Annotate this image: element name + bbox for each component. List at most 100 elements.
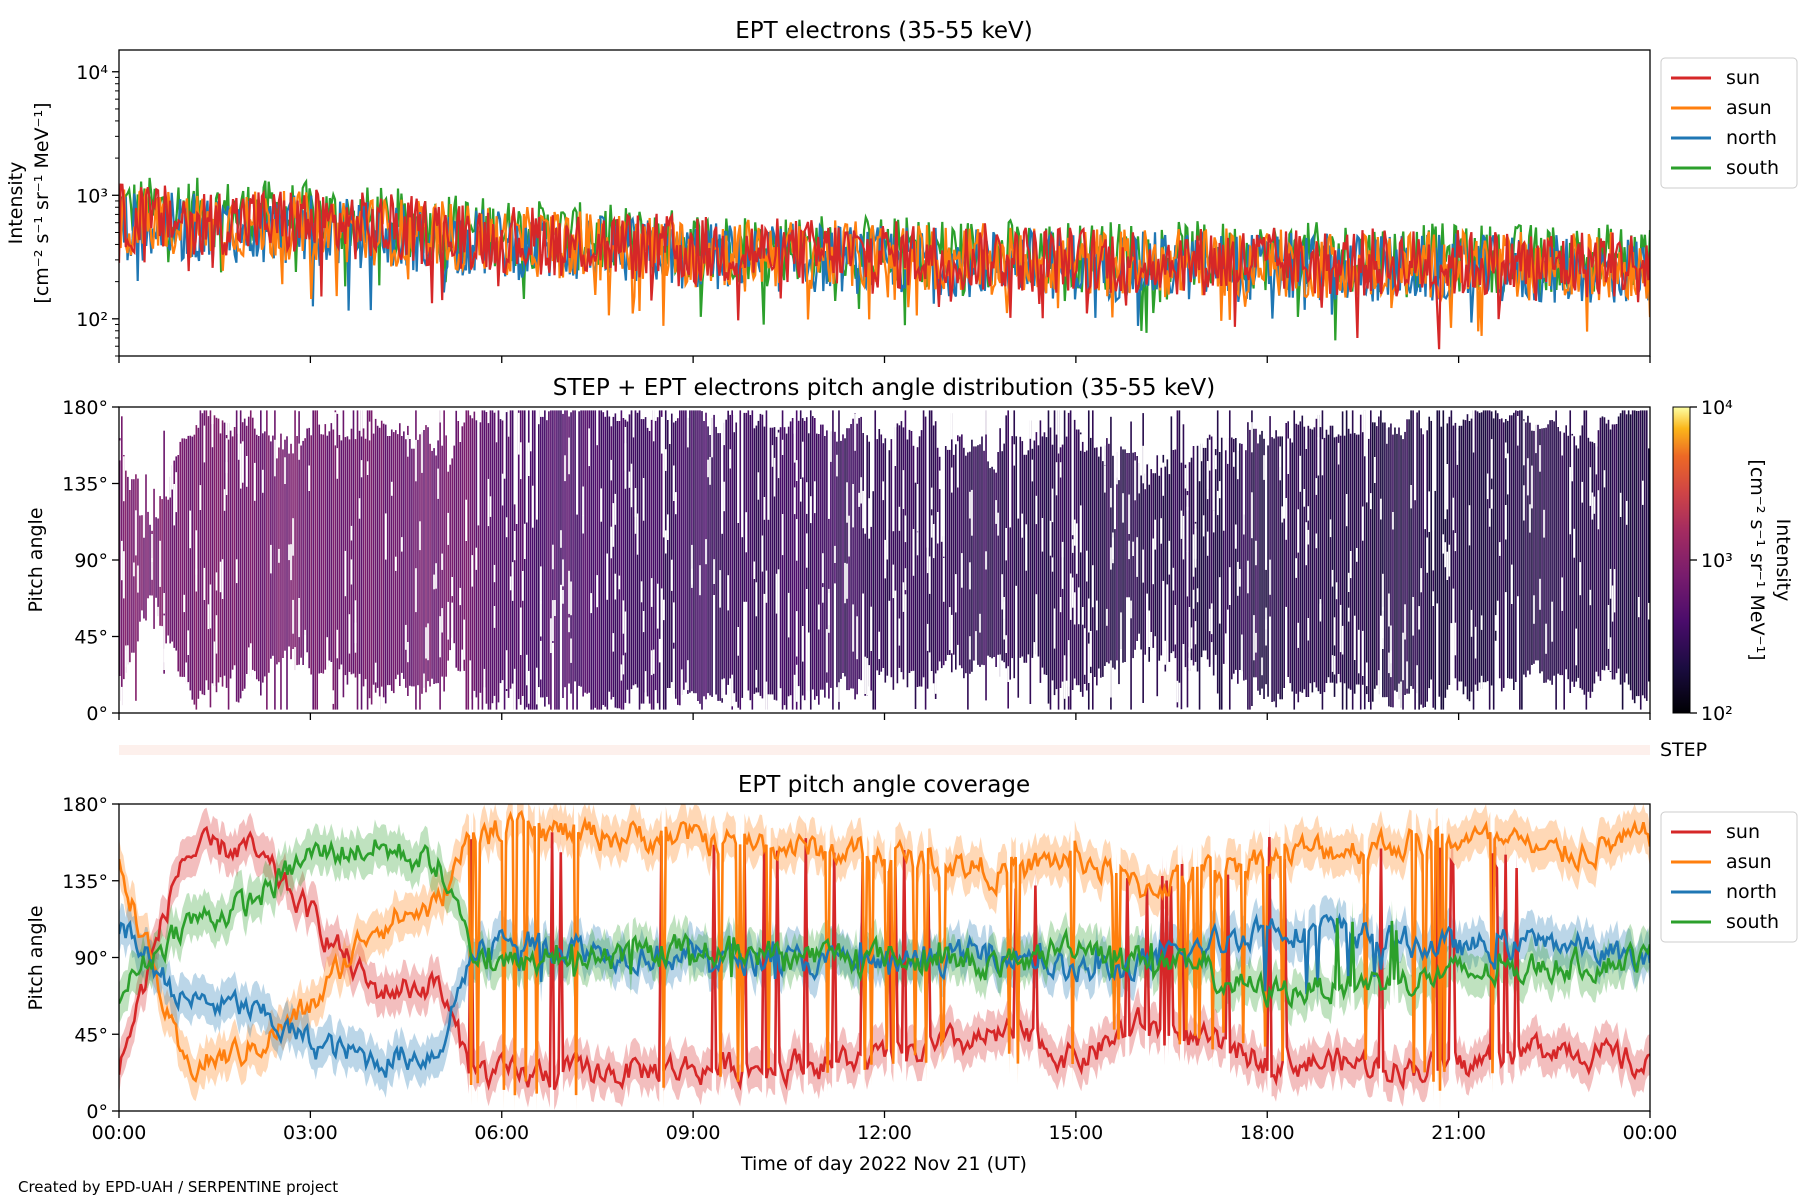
heatmap-gap: [278, 548, 280, 563]
heatmap-gap: [1247, 560, 1249, 594]
heatmap-gap: [936, 512, 939, 544]
heatmap-gap: [1498, 542, 1501, 556]
heatmap-gap: [1035, 495, 1038, 525]
heatmap-column: [330, 423, 333, 662]
heatmap-column: [993, 469, 995, 657]
heatmap-gap: [1287, 438, 1289, 474]
heatmap-gap: [1412, 597, 1414, 636]
heatmap-gap: [1315, 478, 1318, 495]
heatmap-column: [914, 482, 917, 709]
heatmap-column: [1041, 436, 1044, 668]
heatmap-column: [1212, 510, 1215, 676]
heatmap-column: [1444, 519, 1447, 698]
heatmap-gap: [159, 540, 161, 587]
heatmap-column: [1335, 436, 1338, 684]
heatmap-column: [1160, 467, 1163, 656]
heatmap-column: [1587, 437, 1590, 692]
heatmap-gap: [1388, 652, 1390, 674]
heatmap-column: [235, 410, 238, 702]
heatmap-gap: [447, 512, 449, 545]
heatmap-column: [157, 518, 159, 617]
heatmap-column: [294, 410, 296, 671]
heatmap-column: [1069, 410, 1072, 710]
heatmap-gap: [249, 643, 252, 687]
heatmap-gap: [570, 638, 572, 663]
heatmap-column: [1150, 469, 1153, 651]
heatmap-gap: [560, 530, 562, 548]
heatmap-column: [1418, 410, 1420, 710]
heatmap-gap: [552, 600, 554, 642]
heatmap-column: [1106, 438, 1108, 663]
heatmap-gap: [1110, 547, 1112, 570]
heatmap-gap: [564, 455, 566, 482]
heatmap-gap: [336, 448, 339, 479]
heatmap-column: [775, 436, 778, 701]
heatmap-column: [1184, 464, 1187, 668]
heatmap-gap: [664, 530, 667, 554]
heatmap-column: [1641, 410, 1644, 696]
heatmap-column: [1259, 434, 1261, 695]
heatmap-column: [1394, 427, 1396, 691]
heatmap-column: [1490, 411, 1493, 686]
heatmap-column: [465, 410, 468, 710]
heatmap-column: [1323, 437, 1326, 693]
heatmap-gap: [1184, 468, 1187, 489]
heatmap-column: [1539, 428, 1541, 674]
heatmap-gap: [652, 408, 655, 442]
heatmap-gap: [1110, 660, 1112, 698]
heatmap-gap: [781, 514, 784, 556]
heatmap-gap: [1490, 439, 1493, 479]
heatmap-column: [1613, 424, 1616, 680]
heatmap-column: [1565, 425, 1567, 670]
heatmap-column: [384, 424, 387, 704]
heatmap-gap: [151, 534, 153, 562]
heatmap-column: [685, 410, 687, 683]
coverage-series-group: [119, 804, 1650, 1111]
heatmap-gap: [495, 407, 498, 443]
heatmap-gap: [1265, 619, 1267, 646]
heatmap-gap: [1192, 534, 1195, 577]
heatmap-column: [1124, 449, 1126, 662]
heatmap-column: [882, 443, 885, 668]
heatmap-gap: [568, 570, 570, 614]
heatmap-gap: [1303, 489, 1306, 507]
heatmap-gap: [1581, 481, 1584, 503]
heatmap-gap: [856, 616, 858, 660]
heatmap-column: [1243, 514, 1245, 681]
heatmap-column: [1233, 438, 1235, 674]
heatmap-column: [1466, 414, 1469, 700]
heatmap-column: [388, 436, 391, 686]
heatmap-column: [550, 410, 552, 710]
heatmap-gap: [1569, 467, 1572, 510]
heatmap-column: [392, 432, 395, 694]
heatmap-column: [1059, 447, 1062, 688]
heatmap-column: [1019, 436, 1022, 658]
heatmap-gap: [1543, 509, 1545, 538]
heatmap-column: [1369, 410, 1372, 710]
x-tick-label: 00:00: [1623, 1122, 1678, 1144]
heatmap-column: [683, 410, 685, 690]
heatmap-gap: [618, 575, 621, 590]
heatmap-column: [372, 433, 375, 685]
heatmap-column: [858, 418, 860, 680]
heatmap-gap: [1059, 462, 1062, 478]
heatmap-gap: [1382, 616, 1384, 649]
heatmap-column: [1130, 421, 1132, 710]
heatmap-gap: [1539, 578, 1541, 610]
heatmap-column: [255, 434, 258, 680]
intensity-y-tick-label: 10³: [76, 185, 108, 207]
heatmap-column: [892, 531, 895, 690]
heatmap-gap: [336, 629, 339, 659]
heatmap-column: [1053, 410, 1056, 696]
heatmap-column: [878, 429, 881, 675]
heatmap-column: [1527, 415, 1529, 671]
heatmap-gap: [727, 575, 729, 611]
heatmap-column: [820, 424, 822, 690]
heatmap-column: [447, 471, 449, 661]
heatmap-column: [1374, 422, 1376, 689]
heatmap-column: [922, 410, 925, 678]
heatmap-gap: [1531, 465, 1533, 509]
heatmap-column: [876, 439, 879, 671]
heatmap-column: [558, 410, 560, 710]
heatmap-gap: [719, 570, 721, 608]
